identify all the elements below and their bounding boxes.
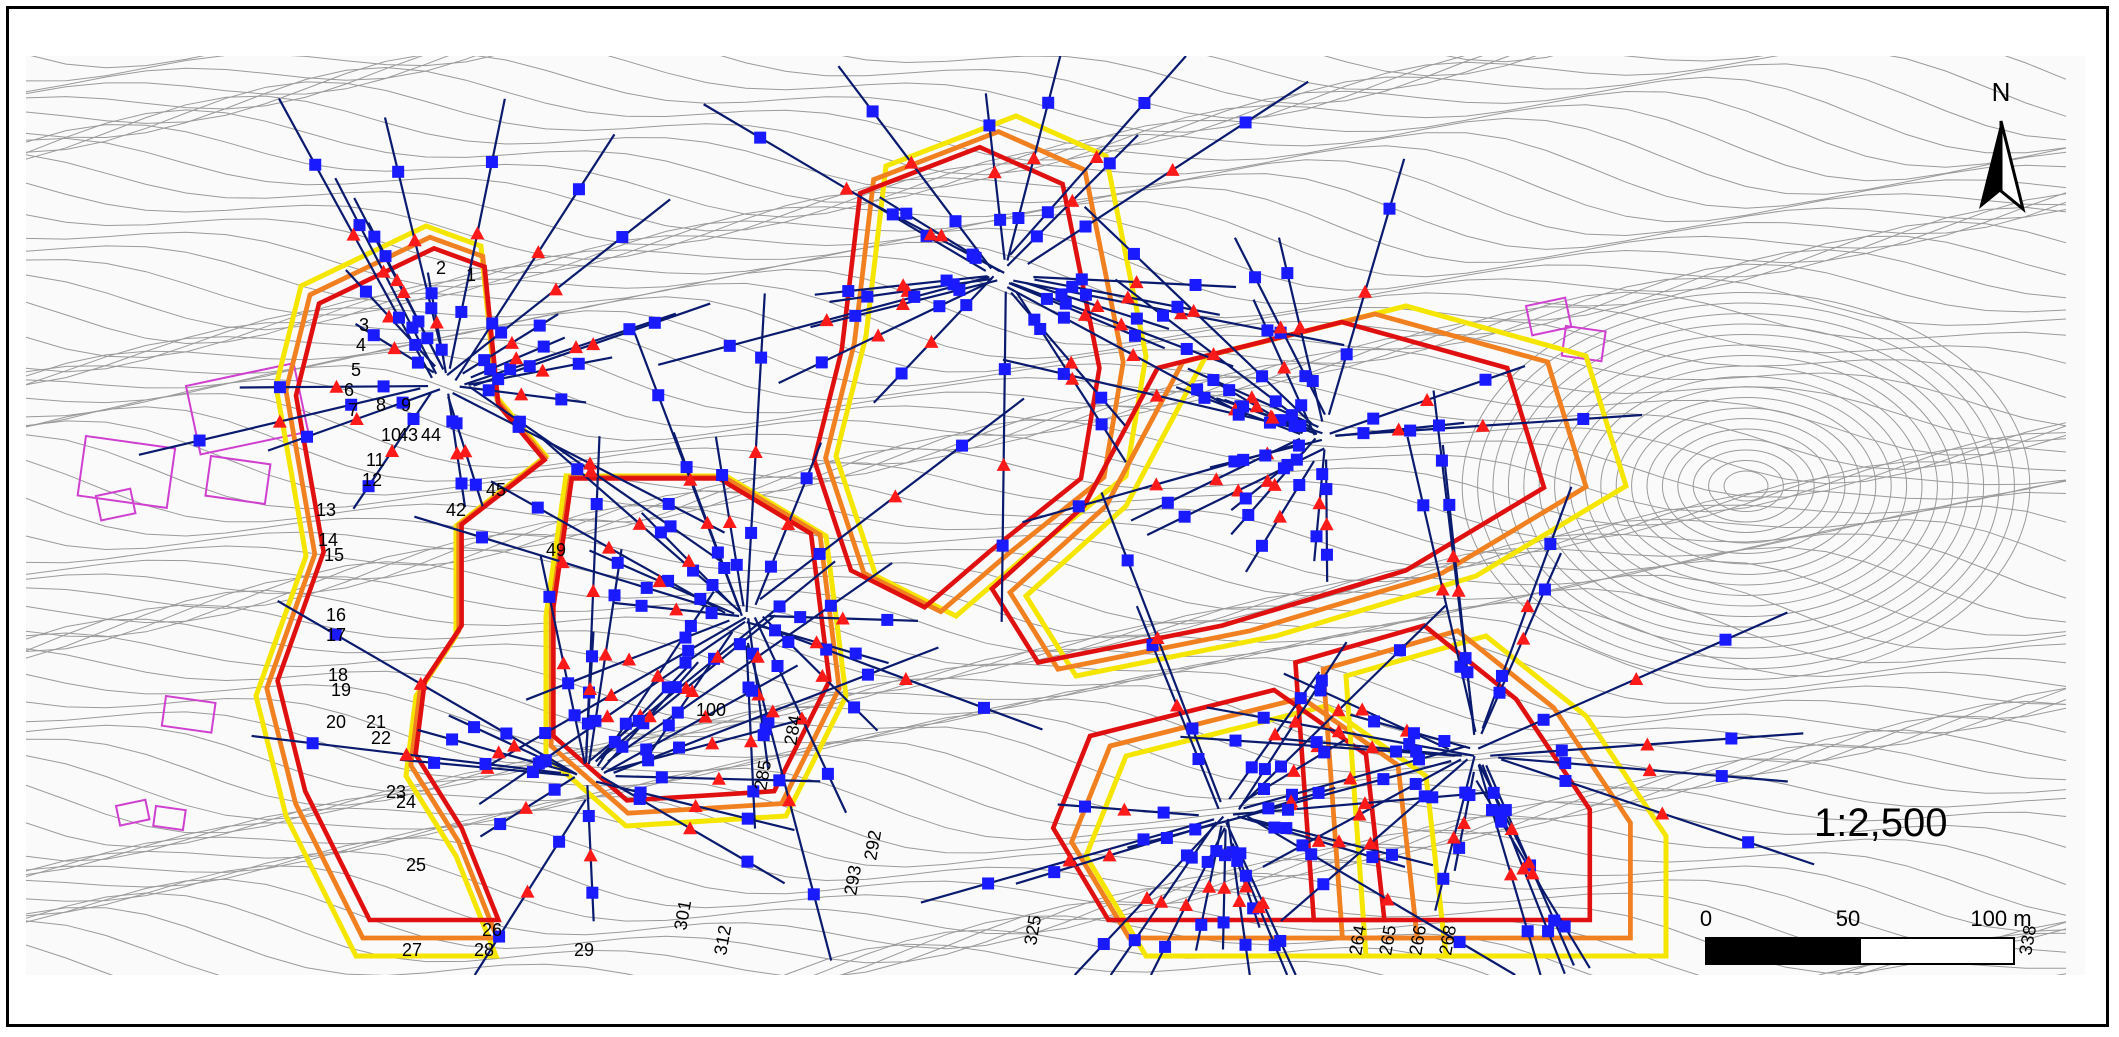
section-label: 14 <box>318 530 338 550</box>
section-label: 293 <box>840 864 865 897</box>
building-outlines <box>76 296 1607 832</box>
section-label: 9 <box>401 395 411 415</box>
section-label: 26 <box>482 920 502 940</box>
section-label: 29 <box>574 940 594 960</box>
section-label: 24 <box>396 792 416 812</box>
section-label: 8 <box>376 395 386 415</box>
section-label: 265 <box>1375 924 1400 957</box>
section-label: 268 <box>1435 924 1460 957</box>
section-label: 10 <box>381 425 401 445</box>
section-label: 23 <box>386 782 406 802</box>
section-label: 1 <box>466 265 476 285</box>
section-label: 20 <box>326 712 346 732</box>
topographic-map[interactable]: 1 2 3 4 5 6 7 8 9 10 11 12 13 14 15 16 17 18 19 20 21 22 23 24 2… <box>26 56 2085 975</box>
section-label: 28 <box>474 940 494 960</box>
section-label: 17 <box>326 625 346 645</box>
section-label: 21 <box>366 712 386 732</box>
section-label: 43 <box>398 425 418 445</box>
scale-ratio: 1:2,500 <box>1814 801 1947 845</box>
section-label: 19 <box>331 680 351 700</box>
section-label: 11 <box>366 450 385 470</box>
section-label: 45 <box>486 480 506 500</box>
north-label: N <box>1992 77 2011 107</box>
scale-bar: 0 50 100 m <box>1700 906 2032 965</box>
section-label: 6 <box>344 380 354 400</box>
section-label: 2 <box>436 258 446 278</box>
section-label: 15 <box>324 545 344 565</box>
section-label: 266 <box>1405 924 1430 957</box>
section-label: 5 <box>351 360 361 380</box>
north-arrow-icon: N <box>1979 77 2026 214</box>
landslide-zones <box>253 113 1669 959</box>
section-label: 312 <box>710 924 735 957</box>
scale-tick-100: 100 m <box>1970 906 2031 931</box>
section-label: 44 <box>421 425 441 445</box>
survey-points <box>193 96 1755 953</box>
section-label: 292 <box>860 829 885 862</box>
section-label: 16 <box>326 605 346 625</box>
section-label: 12 <box>362 470 382 490</box>
section-label: 18 <box>328 665 348 685</box>
section-label: 25 <box>406 855 426 875</box>
section-label: 100 <box>696 700 726 720</box>
figure-frame: 1 2 3 4 5 6 7 8 9 10 11 12 13 14 15 16 17 18 19 20 21 22 23 24 2… <box>6 6 2109 1027</box>
scale-tick-0: 0 <box>1700 906 1712 931</box>
section-label: 3 <box>359 315 369 335</box>
section-label: 285 <box>750 759 775 792</box>
section-label: 325 <box>1020 914 1045 947</box>
section-label: 301 <box>670 899 695 932</box>
section-label: 13 <box>316 500 336 520</box>
section-label: 27 <box>402 940 422 960</box>
section-label: 22 <box>371 728 391 748</box>
section-label: 49 <box>546 540 566 560</box>
section-label: 42 <box>446 500 466 520</box>
section-label: 7 <box>348 400 358 420</box>
section-label: 4 <box>356 335 366 355</box>
scale-tick-50: 50 <box>1836 906 1860 931</box>
